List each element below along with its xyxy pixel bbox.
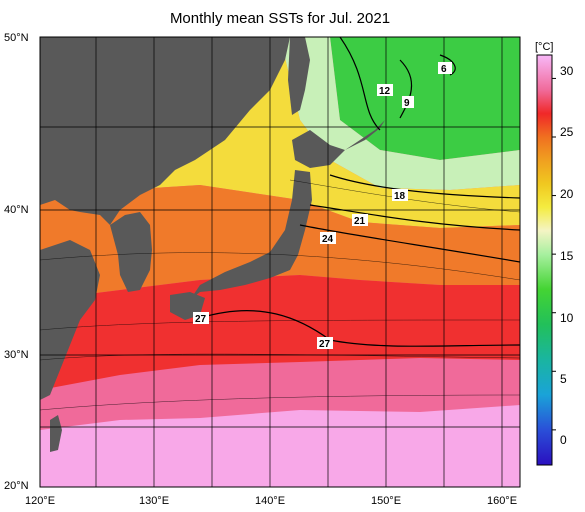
colorbar-label: 10 <box>560 311 574 325</box>
sst-band-red <box>40 275 520 390</box>
lat-label-20n: 20°N <box>4 480 29 492</box>
sakhalin <box>288 37 310 115</box>
lat-label-40n: 40°N <box>4 204 29 216</box>
lat-label-50n: 50°N <box>4 32 29 44</box>
korean-peninsula <box>110 212 152 292</box>
honshu <box>190 170 312 300</box>
colorbar-label: 0 <box>560 433 567 447</box>
china-coast <box>40 240 100 400</box>
lon-label-120e: 120°E <box>24 495 56 507</box>
contour-label: 27 <box>319 339 331 350</box>
map-frame <box>39 36 521 488</box>
colorbar-label: 15 <box>560 249 574 263</box>
colorbar-label: 30 <box>560 64 574 78</box>
colorbar-label: 25 <box>560 125 574 139</box>
contour-label: 12 <box>379 86 391 97</box>
taiwan <box>50 415 62 452</box>
lat-lon-grid <box>40 37 520 487</box>
isotherm-9 <box>399 59 413 119</box>
contour-label: 9 <box>404 98 410 109</box>
hokkaido <box>292 130 345 168</box>
colorbar-ticks <box>552 77 556 431</box>
lon-label-130e: 130°E <box>138 495 170 507</box>
isotherm-21 <box>309 204 520 231</box>
contour-labels: 6 12 9 18 21 24 27 27 <box>193 62 452 350</box>
isotherm-minor-lines <box>40 179 520 411</box>
colorbar-label: 20 <box>560 187 574 201</box>
lon-label-160e: 160°E <box>486 495 518 507</box>
map-title: Monthly mean SSTs for Jul. 2021 <box>169 10 391 27</box>
isotherm-24 <box>299 224 520 263</box>
isotherm-12 <box>339 37 381 131</box>
contour-label: 18 <box>394 191 406 202</box>
contour-label: 24 <box>322 234 334 245</box>
contour-label: 27 <box>195 314 207 325</box>
lat-label-30n: 30°N <box>4 349 29 361</box>
lon-label-140e: 140°E <box>254 495 286 507</box>
asia-mainland <box>40 37 290 225</box>
sst-band-pink <box>40 405 520 487</box>
contour-label: 6 <box>441 64 447 75</box>
colorbar-label: 5 <box>560 372 567 386</box>
colorbar <box>536 54 553 466</box>
lon-label-150e: 150°E <box>370 495 402 507</box>
isotherm-6 <box>439 54 456 76</box>
colorbar-unit: [°C] <box>535 41 554 53</box>
contour-label: 21 <box>354 216 366 227</box>
